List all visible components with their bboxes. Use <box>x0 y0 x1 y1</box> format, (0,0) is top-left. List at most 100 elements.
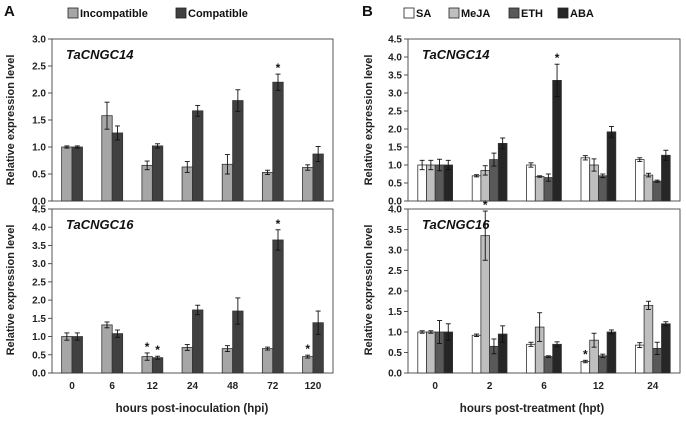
bar <box>61 336 73 374</box>
bar <box>141 164 153 202</box>
bar <box>101 324 113 374</box>
bar <box>111 333 124 374</box>
y-tick-label: 2.5 <box>32 62 46 73</box>
y-tick-label: 4.0 <box>388 53 402 64</box>
bar <box>606 131 617 202</box>
bar <box>417 331 427 374</box>
x-tick-label: 12 <box>147 381 159 392</box>
x-tick-label: 12 <box>593 381 605 392</box>
y-tick-label: 0.0 <box>32 369 46 380</box>
legend-label-meja: MeJA <box>461 8 490 20</box>
significance-star: * <box>276 61 281 75</box>
bar <box>302 167 314 202</box>
bar <box>272 239 284 374</box>
bar <box>526 343 536 374</box>
bar <box>192 110 204 202</box>
bar <box>580 361 591 374</box>
y-tick-label: 3.0 <box>388 89 402 100</box>
bar <box>71 146 83 202</box>
bar <box>598 355 608 374</box>
significance-star: * <box>483 198 488 212</box>
x-tick-label: 0 <box>69 381 75 392</box>
bar <box>552 343 562 374</box>
x-axis-label-b: hours post-treatment (hpt) <box>460 403 605 415</box>
x-tick-label: 0 <box>432 381 438 392</box>
significance-star: * <box>305 342 310 356</box>
legend-label-sa: SA <box>416 8 431 20</box>
y-tick-label: 1.0 <box>388 161 402 172</box>
bar <box>302 356 314 374</box>
bar <box>111 132 124 202</box>
y-tick-label: 3.0 <box>388 246 402 257</box>
y-tick-label: 1.5 <box>388 143 402 154</box>
bar <box>652 180 662 202</box>
legend-swatch-meja <box>448 7 460 19</box>
significance-star: * <box>276 217 281 231</box>
x-tick-label: 48 <box>227 381 239 392</box>
bar <box>552 80 562 202</box>
y-tick-label: 3.5 <box>388 225 402 236</box>
bar <box>661 154 671 202</box>
legend-a: Incompatible Compatible <box>67 7 248 20</box>
y-tick-label: 2.5 <box>388 266 402 277</box>
legend-swatch-incompatible <box>67 7 79 19</box>
bar <box>426 331 436 374</box>
y-tick-label: 2.0 <box>32 89 46 100</box>
bar <box>497 142 508 202</box>
y-tick-label: 0.0 <box>388 197 402 208</box>
bar <box>192 309 204 374</box>
bar <box>661 323 671 374</box>
legend-b: SA MeJA ETH ABA <box>403 7 594 20</box>
y-tick-label: 1.5 <box>32 116 46 127</box>
bar <box>261 348 274 374</box>
bar <box>221 348 234 374</box>
bar <box>71 336 83 374</box>
y-tick-label: 2.0 <box>388 287 402 298</box>
significance-star: * <box>155 343 160 357</box>
legend-label-compatible: Compatible <box>188 8 248 20</box>
bar <box>606 331 617 374</box>
bar <box>534 176 545 202</box>
y-tick-label: 4.0 <box>388 205 402 216</box>
bar <box>151 145 164 202</box>
y-tick-label: 2.0 <box>388 125 402 136</box>
gene-title: TaCNGC14 <box>422 47 490 62</box>
x-axis-label-a: hours post-inoculation (hpi) <box>116 403 269 415</box>
y-tick-label: 4.5 <box>388 35 402 46</box>
legend-swatch-aba <box>557 7 569 19</box>
y-tick-label: 0.5 <box>388 179 402 190</box>
y-axis-label: Relative expression level <box>5 55 17 186</box>
chart-b-tacngc14: 0.0 0.5 1.0 1.5 2.0 2.5 3.0 3.5 4.0 4.5 Relative e… <box>363 35 681 208</box>
legend-label-eth: ETH <box>521 8 543 20</box>
y-tick-label: 0.5 <box>32 170 46 181</box>
legend-swatch-sa <box>403 7 415 19</box>
y-tick-label: 3.0 <box>32 259 46 270</box>
bar <box>232 100 244 202</box>
y-tick-label: 1.5 <box>388 307 402 318</box>
legend-label-aba: ABA <box>570 8 594 20</box>
legend-label-incompatible: Incompatible <box>80 8 148 20</box>
bar <box>471 334 482 374</box>
bar <box>61 146 73 202</box>
y-tick-label: 1.0 <box>32 332 46 343</box>
bar <box>643 304 654 374</box>
panel-letter-b: B <box>362 3 373 20</box>
panel-letter-a: A <box>4 3 15 20</box>
legend-swatch-eth <box>508 7 520 19</box>
y-axis-label: Relative expression level <box>363 225 375 356</box>
x-tick-label: 120 <box>305 381 322 392</box>
x-tick-label: 6 <box>109 381 115 392</box>
bar <box>580 157 591 202</box>
y-tick-label: 1.0 <box>32 143 46 154</box>
y-tick-label: 2.0 <box>32 296 46 307</box>
bar <box>543 356 554 374</box>
bar <box>181 347 193 374</box>
chart-b-tacngc16: 0.0 0.5 1.0 1.5 2.0 2.5 3.0 3.5 4.0 Relative expr… <box>363 198 681 392</box>
y-axis-label: Relative expression level <box>5 225 17 356</box>
chart-a-tacngc14: 0.0 0.5 1.0 1.5 2.0 2.5 3.0 Relative expression… <box>5 35 334 208</box>
y-tick-label: 2.5 <box>32 277 46 288</box>
x-tick-label: 6 <box>541 381 547 392</box>
gene-title: TaCNGC14 <box>66 47 134 62</box>
bar <box>261 171 274 202</box>
